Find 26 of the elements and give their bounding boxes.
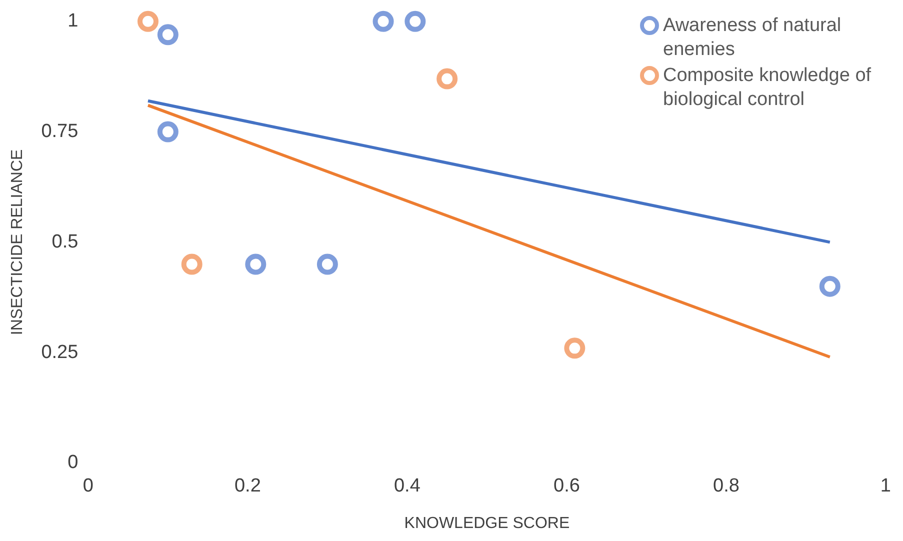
point [564,338,586,359]
y-tick-label: 0.25 [41,342,78,363]
point [316,254,338,275]
y-tick-label: 0 [68,452,78,474]
point [819,276,840,297]
legend-label: Awareness of natural enemies [663,14,842,62]
x-tick-label: 1 [880,476,892,497]
x-tick-label: 0 [82,476,94,497]
point [181,254,202,275]
point [137,10,158,32]
y-tick-label: 0.75 [41,121,78,142]
point [436,68,458,90]
y-axis-title: INSECTICIDE RELIANCE [9,149,26,336]
y-tick-label: 1 [68,10,78,32]
point [157,24,178,46]
point [245,254,266,275]
x-tick-label: 0.2 [234,476,261,497]
x-tick-label: 0.8 [713,476,740,497]
point [404,10,426,32]
point [372,10,394,32]
x-axis-title: KNOWLEDGE SCORE [404,514,570,532]
x-tick-label: 0.6 [553,476,580,497]
x-tick-label: 0.4 [394,476,421,497]
point [157,121,178,142]
y-tick-label: 0.5 [52,231,78,252]
legend-label: Composite knowledge of biological control [663,64,872,112]
